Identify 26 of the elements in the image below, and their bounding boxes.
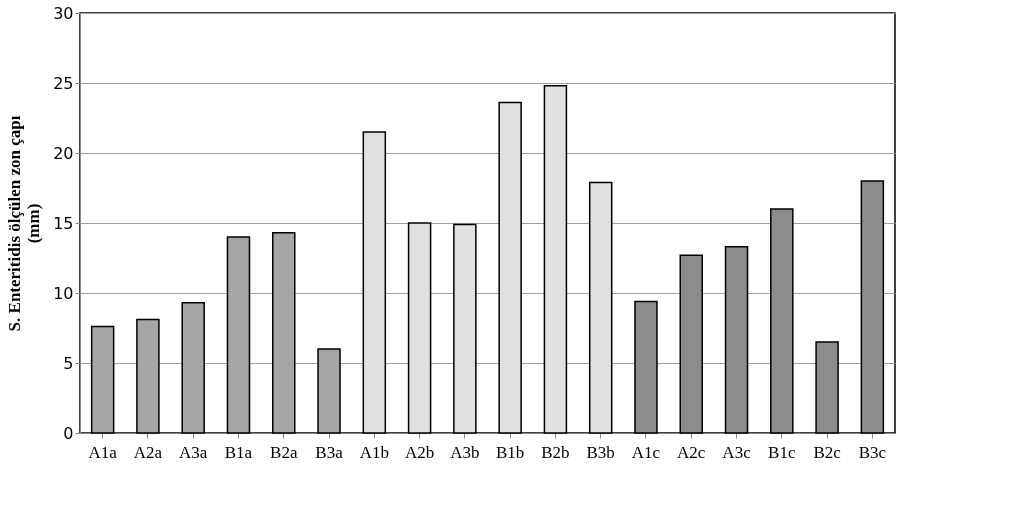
x-tick-label: A3a (179, 442, 208, 462)
x-tick-label: A3b (450, 442, 480, 462)
x-tick-label: B1a (224, 442, 253, 462)
y-axis-title: S. Enteritidis ölçülen zon çapı (mm) (5, 115, 44, 332)
x-tick-label: A3c (722, 442, 752, 462)
x-tick-label: B2b (541, 442, 570, 462)
x-tick-label: A2a (133, 442, 163, 462)
x-tick-label: B3b (586, 442, 615, 462)
x-tick-label: B1c (768, 442, 796, 462)
x-tick-label: B2c (813, 442, 842, 462)
x-tick-label: B1b (495, 442, 525, 462)
x-tick-label: B3c (858, 442, 887, 462)
y-tick-label: 10 (53, 283, 74, 303)
y-tick-label: 0 (63, 423, 74, 443)
y-tick-label: 5 (63, 353, 74, 373)
x-tick-label: A2c (677, 442, 706, 462)
x-tick-label: A1b (359, 442, 389, 462)
y-tick-label: 25 (53, 73, 74, 93)
y-tick-label: 20 (53, 143, 74, 163)
y-tick-label: 30 (53, 3, 74, 23)
x-tick-label: A1a (88, 442, 118, 462)
x-tick-label: A1c (631, 442, 661, 462)
x-tick-label: B2a (270, 442, 298, 462)
x-tick-label: B3a (315, 442, 344, 462)
y-tick-label: 15 (53, 213, 74, 233)
x-tick-label: A2b (404, 442, 435, 462)
